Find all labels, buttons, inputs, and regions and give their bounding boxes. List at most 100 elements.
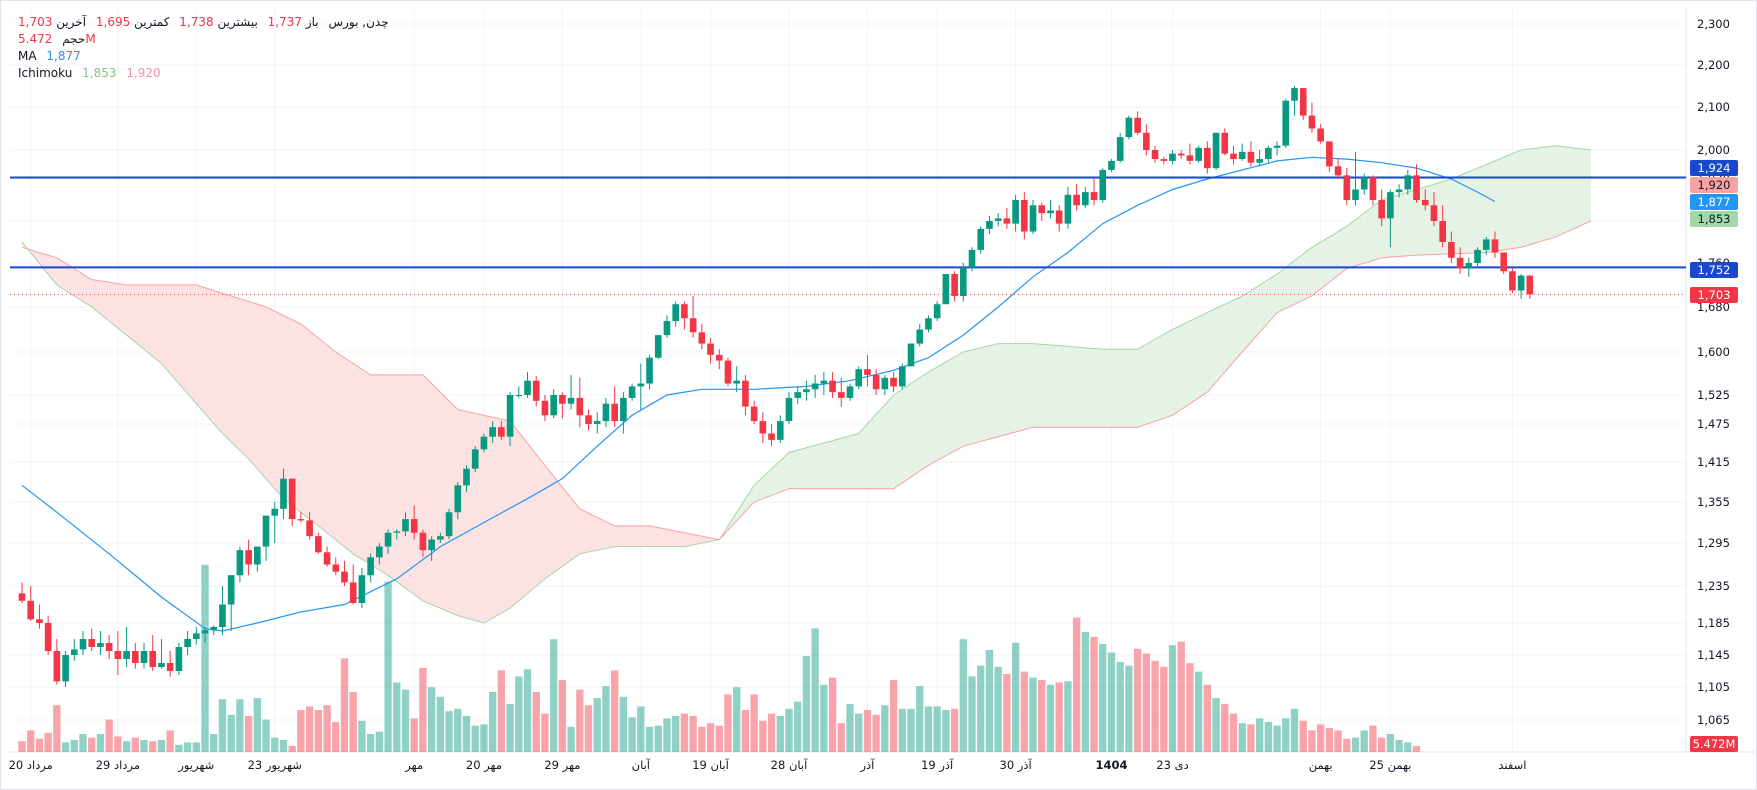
cloud-segment xyxy=(457,409,467,619)
candle-body xyxy=(114,651,122,659)
cloud-segment xyxy=(1120,349,1129,428)
cloud-segment xyxy=(536,454,545,586)
volume-bar xyxy=(340,658,349,752)
volume-bar xyxy=(977,665,985,752)
y-tick-label: 2,000 xyxy=(1697,143,1730,157)
volume-bar xyxy=(1343,738,1351,752)
cloud-segment xyxy=(257,304,267,479)
volume-bar xyxy=(288,746,296,752)
ichimoku-cloud xyxy=(22,145,1591,623)
candle-body xyxy=(628,386,636,398)
cloud-segment xyxy=(266,307,275,489)
candle-body xyxy=(1177,153,1185,156)
candle-body xyxy=(681,304,688,319)
legend-ichimoku-a: 1,853 xyxy=(82,66,117,80)
candle-body xyxy=(1282,100,1290,146)
volume-bar xyxy=(924,706,933,752)
volume-bar xyxy=(942,710,950,752)
ichimoku-span-b xyxy=(21,220,1592,541)
candle-body xyxy=(1378,200,1385,219)
candle-body xyxy=(1230,153,1237,160)
volume-bar xyxy=(1186,663,1194,752)
cloud-segment xyxy=(527,443,537,594)
cloud-segment xyxy=(1137,344,1147,428)
y-tick-label: 1,415 xyxy=(1697,455,1730,469)
badge-hline-upper: 1,924 xyxy=(1690,160,1738,176)
candle-body xyxy=(1517,275,1525,291)
candle-body xyxy=(1238,151,1246,160)
cloud-segment xyxy=(361,369,371,565)
candle-body xyxy=(158,663,165,667)
legend-ma-label: MA xyxy=(18,49,37,63)
candle-body xyxy=(454,485,462,513)
volume-bar xyxy=(297,710,305,752)
x-tick-label: 23 شهریور xyxy=(248,758,302,773)
cloud-segment xyxy=(1494,157,1504,252)
cloud-segment xyxy=(518,431,528,601)
volume-bar xyxy=(201,564,209,752)
volume-bar xyxy=(828,677,837,752)
volume-bar xyxy=(576,689,584,752)
cloud-segment xyxy=(1102,349,1112,428)
candle-body xyxy=(768,433,775,440)
volume-bar xyxy=(149,741,157,752)
volume-bar xyxy=(1229,713,1238,752)
cloud-segment xyxy=(335,352,345,547)
candle-body xyxy=(1160,159,1168,161)
volume-bar xyxy=(1194,671,1203,752)
volume-bar xyxy=(314,710,322,752)
cloud-segment xyxy=(1128,349,1138,428)
cloud-segment xyxy=(239,298,249,459)
volume-bar xyxy=(53,705,61,752)
volume-bar xyxy=(837,723,845,752)
x-tick-label: 25 بهمن xyxy=(1369,758,1411,773)
cloud-segment xyxy=(597,517,606,551)
volume-bar xyxy=(1404,742,1412,752)
candle-body xyxy=(1299,88,1307,116)
y-tick-label: 2,100 xyxy=(1697,100,1730,114)
cloud-segment xyxy=(1024,343,1034,430)
y-tick-label: 1,065 xyxy=(1697,713,1730,727)
cloud-segment xyxy=(161,285,171,374)
cloud-segment xyxy=(736,498,746,521)
candle-body xyxy=(855,369,863,387)
cloud-segment xyxy=(1059,345,1068,428)
volume-bar xyxy=(872,714,880,752)
volume-bar xyxy=(698,726,706,752)
candle-body xyxy=(916,329,924,344)
cloud-segment xyxy=(431,383,441,609)
cloud-segment xyxy=(972,347,981,444)
cloud-segment xyxy=(1041,344,1051,428)
x-tick-label: آذر xyxy=(859,758,875,773)
volume-bar xyxy=(1090,636,1098,752)
y-tick-label: 2,300 xyxy=(1697,17,1730,31)
volume-bar xyxy=(218,699,227,752)
cloud-segment xyxy=(396,374,406,588)
volume-bar xyxy=(637,706,645,752)
volume-bar xyxy=(933,706,941,752)
badge-last-price: 1,703 xyxy=(1690,287,1738,303)
cloud-segment xyxy=(1407,189,1417,256)
cloud-segment xyxy=(1233,296,1243,363)
candle-body xyxy=(602,403,610,422)
y-tick-label: 2,200 xyxy=(1697,58,1730,72)
x-tick-label: آبان xyxy=(632,758,651,772)
candle-body xyxy=(1448,242,1455,258)
volume-bar xyxy=(523,669,532,752)
volume-bar xyxy=(96,734,105,752)
cloud-segment xyxy=(1451,175,1461,254)
cloud-segment xyxy=(762,468,772,499)
cloud-segment xyxy=(83,274,92,307)
cloud-segment xyxy=(222,293,232,442)
cloud-segment xyxy=(1155,334,1164,422)
badge-ichimoku-a: 1,853 xyxy=(1690,211,1738,227)
cloud-segment xyxy=(780,452,789,492)
cloud-segment xyxy=(1277,267,1286,313)
candle-body xyxy=(1012,200,1019,224)
volume-bar xyxy=(611,670,619,752)
candle-body xyxy=(1195,147,1202,161)
candle-body xyxy=(53,651,61,682)
y-tick-label: 1,295 xyxy=(1697,536,1730,550)
cloud-segment xyxy=(440,392,450,612)
